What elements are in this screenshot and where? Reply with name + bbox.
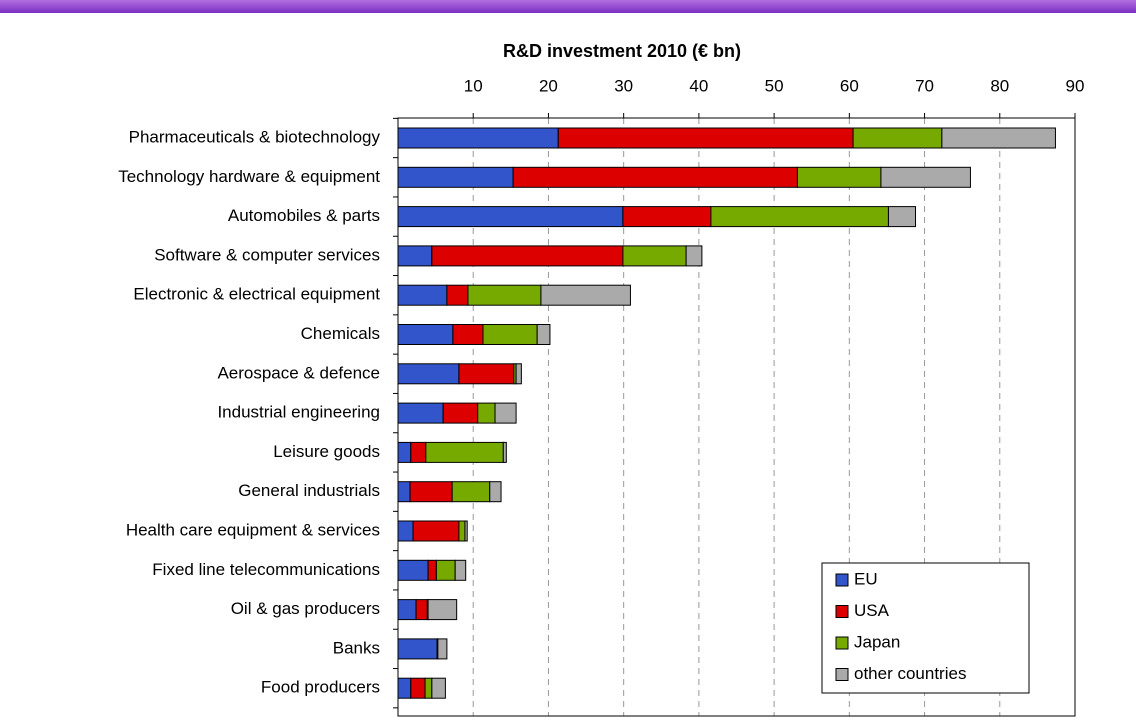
bar-segment [796, 166, 882, 188]
bar-segment [410, 677, 426, 699]
bar-segment [451, 481, 491, 503]
bar-segment [442, 402, 479, 424]
bar-segment [477, 402, 496, 424]
bar-segment [397, 127, 559, 149]
x-tick-label: 10 [464, 76, 483, 95]
bar-segment [489, 481, 502, 503]
bar-segment [397, 638, 438, 660]
legend-swatch [835, 668, 849, 681]
bar-segment [887, 206, 917, 228]
legend-label: other countries [854, 664, 966, 683]
bar-segment [458, 363, 515, 385]
bar-segment [685, 245, 703, 267]
bar-segment [464, 520, 468, 542]
y-tick-label: Industrial engineering [217, 403, 380, 422]
bar-segment [397, 599, 417, 621]
bar-segment [397, 363, 460, 385]
y-tick-label: Electronic & electrical equipment [133, 285, 380, 304]
bar-segment [425, 441, 504, 463]
y-tick-label: Chemicals [301, 324, 380, 343]
bar-segment [512, 166, 798, 188]
legend-swatch [835, 636, 849, 650]
bar-segment [409, 481, 453, 503]
bar-segment [536, 324, 551, 345]
bar-segment [494, 402, 517, 424]
bar-segment [397, 559, 429, 581]
y-tick-label: Pharmaceuticals & biotechnology [129, 127, 381, 146]
bar-segment [397, 441, 412, 463]
bar-segment [437, 638, 448, 660]
bar-segment [397, 402, 444, 424]
legend-label: EU [854, 569, 878, 588]
bar-segment [454, 559, 467, 581]
x-tick-label: 50 [765, 76, 784, 95]
bar-segment [431, 677, 446, 699]
bar-segment [540, 284, 631, 306]
bar-segment [397, 206, 624, 228]
x-tick-label: 30 [614, 76, 633, 95]
bar-segment [446, 284, 469, 306]
y-tick-label: Health care equipment & services [126, 520, 380, 539]
bar-segment [397, 481, 411, 503]
bar-segment [397, 245, 433, 267]
bar-segment [412, 520, 460, 542]
bar-segment [415, 599, 428, 621]
y-tick-label: Fixed line telecommunications [152, 560, 380, 579]
bar-segment [397, 166, 514, 188]
x-tick-label: 70 [915, 76, 934, 95]
y-tick-label: Food producers [261, 678, 380, 697]
bar-segment [622, 245, 687, 267]
bar-segment [710, 206, 889, 228]
bar-segment [482, 324, 538, 345]
bar-segment [435, 559, 456, 581]
bar-segment [515, 363, 522, 385]
bar-segment [502, 441, 507, 463]
bar-segment [557, 127, 854, 149]
bar-segment [410, 441, 427, 463]
bar-segment [852, 127, 943, 149]
bar-segment [397, 677, 412, 699]
x-tick-label: 20 [539, 76, 558, 95]
legend-label: Japan [854, 632, 900, 651]
legend-box [821, 562, 1030, 694]
legend-swatch [835, 605, 849, 618]
bar-segment [424, 677, 433, 699]
x-tick-label: 40 [689, 76, 708, 95]
bar-segment [397, 284, 448, 306]
bar-segment [941, 127, 1056, 149]
bar-segment [397, 520, 414, 542]
y-tick-label: Banks [333, 638, 380, 657]
bar-segment [397, 324, 454, 345]
bar-segment [622, 206, 712, 228]
bar-segment [452, 324, 484, 345]
x-tick-label: 90 [1066, 76, 1085, 95]
y-tick-label: Leisure goods [273, 442, 380, 461]
y-tick-label: Oil & gas producers [231, 599, 380, 618]
y-tick-label: General industrials [238, 481, 380, 500]
header-band [0, 0, 1136, 13]
x-tick-label: 60 [840, 76, 859, 95]
bar-segment [431, 245, 624, 267]
legend-swatch [835, 573, 849, 587]
y-tick-label: Software & computer services [154, 245, 380, 264]
y-tick-label: Aerospace & defence [217, 363, 380, 382]
legend-label: USA [854, 601, 890, 620]
y-tick-label: Technology hardware & equipment [118, 167, 380, 186]
bar-segment [467, 284, 542, 306]
bar-segment [427, 599, 458, 621]
y-tick-label: Automobiles & parts [228, 206, 380, 225]
bar-segment [458, 520, 466, 542]
chart-title: R&D investment 2010 (€ bn) [503, 41, 741, 61]
bar-segment [427, 559, 437, 581]
bar-segment [880, 166, 971, 188]
x-tick-label: 80 [990, 76, 1009, 95]
